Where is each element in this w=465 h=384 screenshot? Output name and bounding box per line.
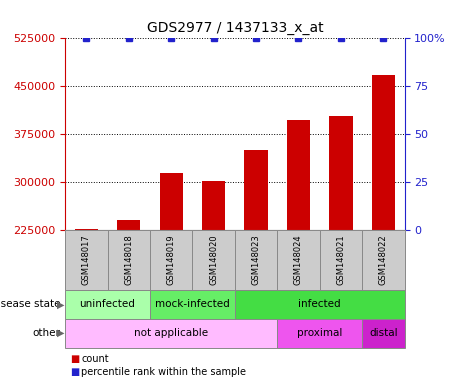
Bar: [75, 230, 98, 374]
Bar: [277, 319, 362, 348]
Text: GSM148021: GSM148021: [336, 235, 345, 285]
Bar: [65, 230, 107, 290]
Bar: [150, 230, 193, 290]
Text: ▶: ▶: [57, 328, 64, 338]
Bar: [65, 319, 277, 348]
Bar: [117, 220, 140, 374]
Text: GSM148024: GSM148024: [294, 235, 303, 285]
Text: GSM148023: GSM148023: [252, 235, 260, 285]
Bar: [287, 120, 310, 374]
Text: ■: ■: [70, 354, 79, 364]
Bar: [107, 230, 150, 290]
Bar: [235, 290, 405, 319]
Bar: [245, 151, 268, 374]
Bar: [150, 290, 235, 319]
Text: mock-infected: mock-infected: [155, 299, 230, 310]
Text: percentile rank within the sample: percentile rank within the sample: [81, 367, 246, 377]
Bar: [235, 230, 277, 290]
Text: GSM148022: GSM148022: [379, 235, 388, 285]
Text: not applicable: not applicable: [134, 328, 208, 338]
Title: GDS2977 / 1437133_x_at: GDS2977 / 1437133_x_at: [146, 21, 323, 35]
Bar: [329, 116, 352, 374]
Bar: [277, 230, 319, 290]
Text: ▶: ▶: [57, 299, 64, 310]
Text: count: count: [81, 354, 109, 364]
Bar: [193, 230, 235, 290]
Text: proximal: proximal: [297, 328, 342, 338]
Bar: [362, 319, 405, 348]
Bar: [362, 230, 405, 290]
Text: GSM148018: GSM148018: [124, 235, 133, 285]
Text: distal: distal: [369, 328, 398, 338]
Bar: [65, 290, 150, 319]
Text: GSM148017: GSM148017: [82, 235, 91, 285]
Bar: [372, 75, 395, 374]
Bar: [320, 230, 362, 290]
Text: ■: ■: [70, 367, 79, 377]
Text: other: other: [33, 328, 60, 338]
Text: uninfected: uninfected: [80, 299, 135, 310]
Text: GSM148019: GSM148019: [166, 235, 176, 285]
Text: disease state: disease state: [0, 299, 60, 310]
Text: infected: infected: [299, 299, 341, 310]
Bar: [202, 181, 225, 374]
Text: GSM148020: GSM148020: [209, 235, 218, 285]
Bar: [159, 173, 183, 374]
